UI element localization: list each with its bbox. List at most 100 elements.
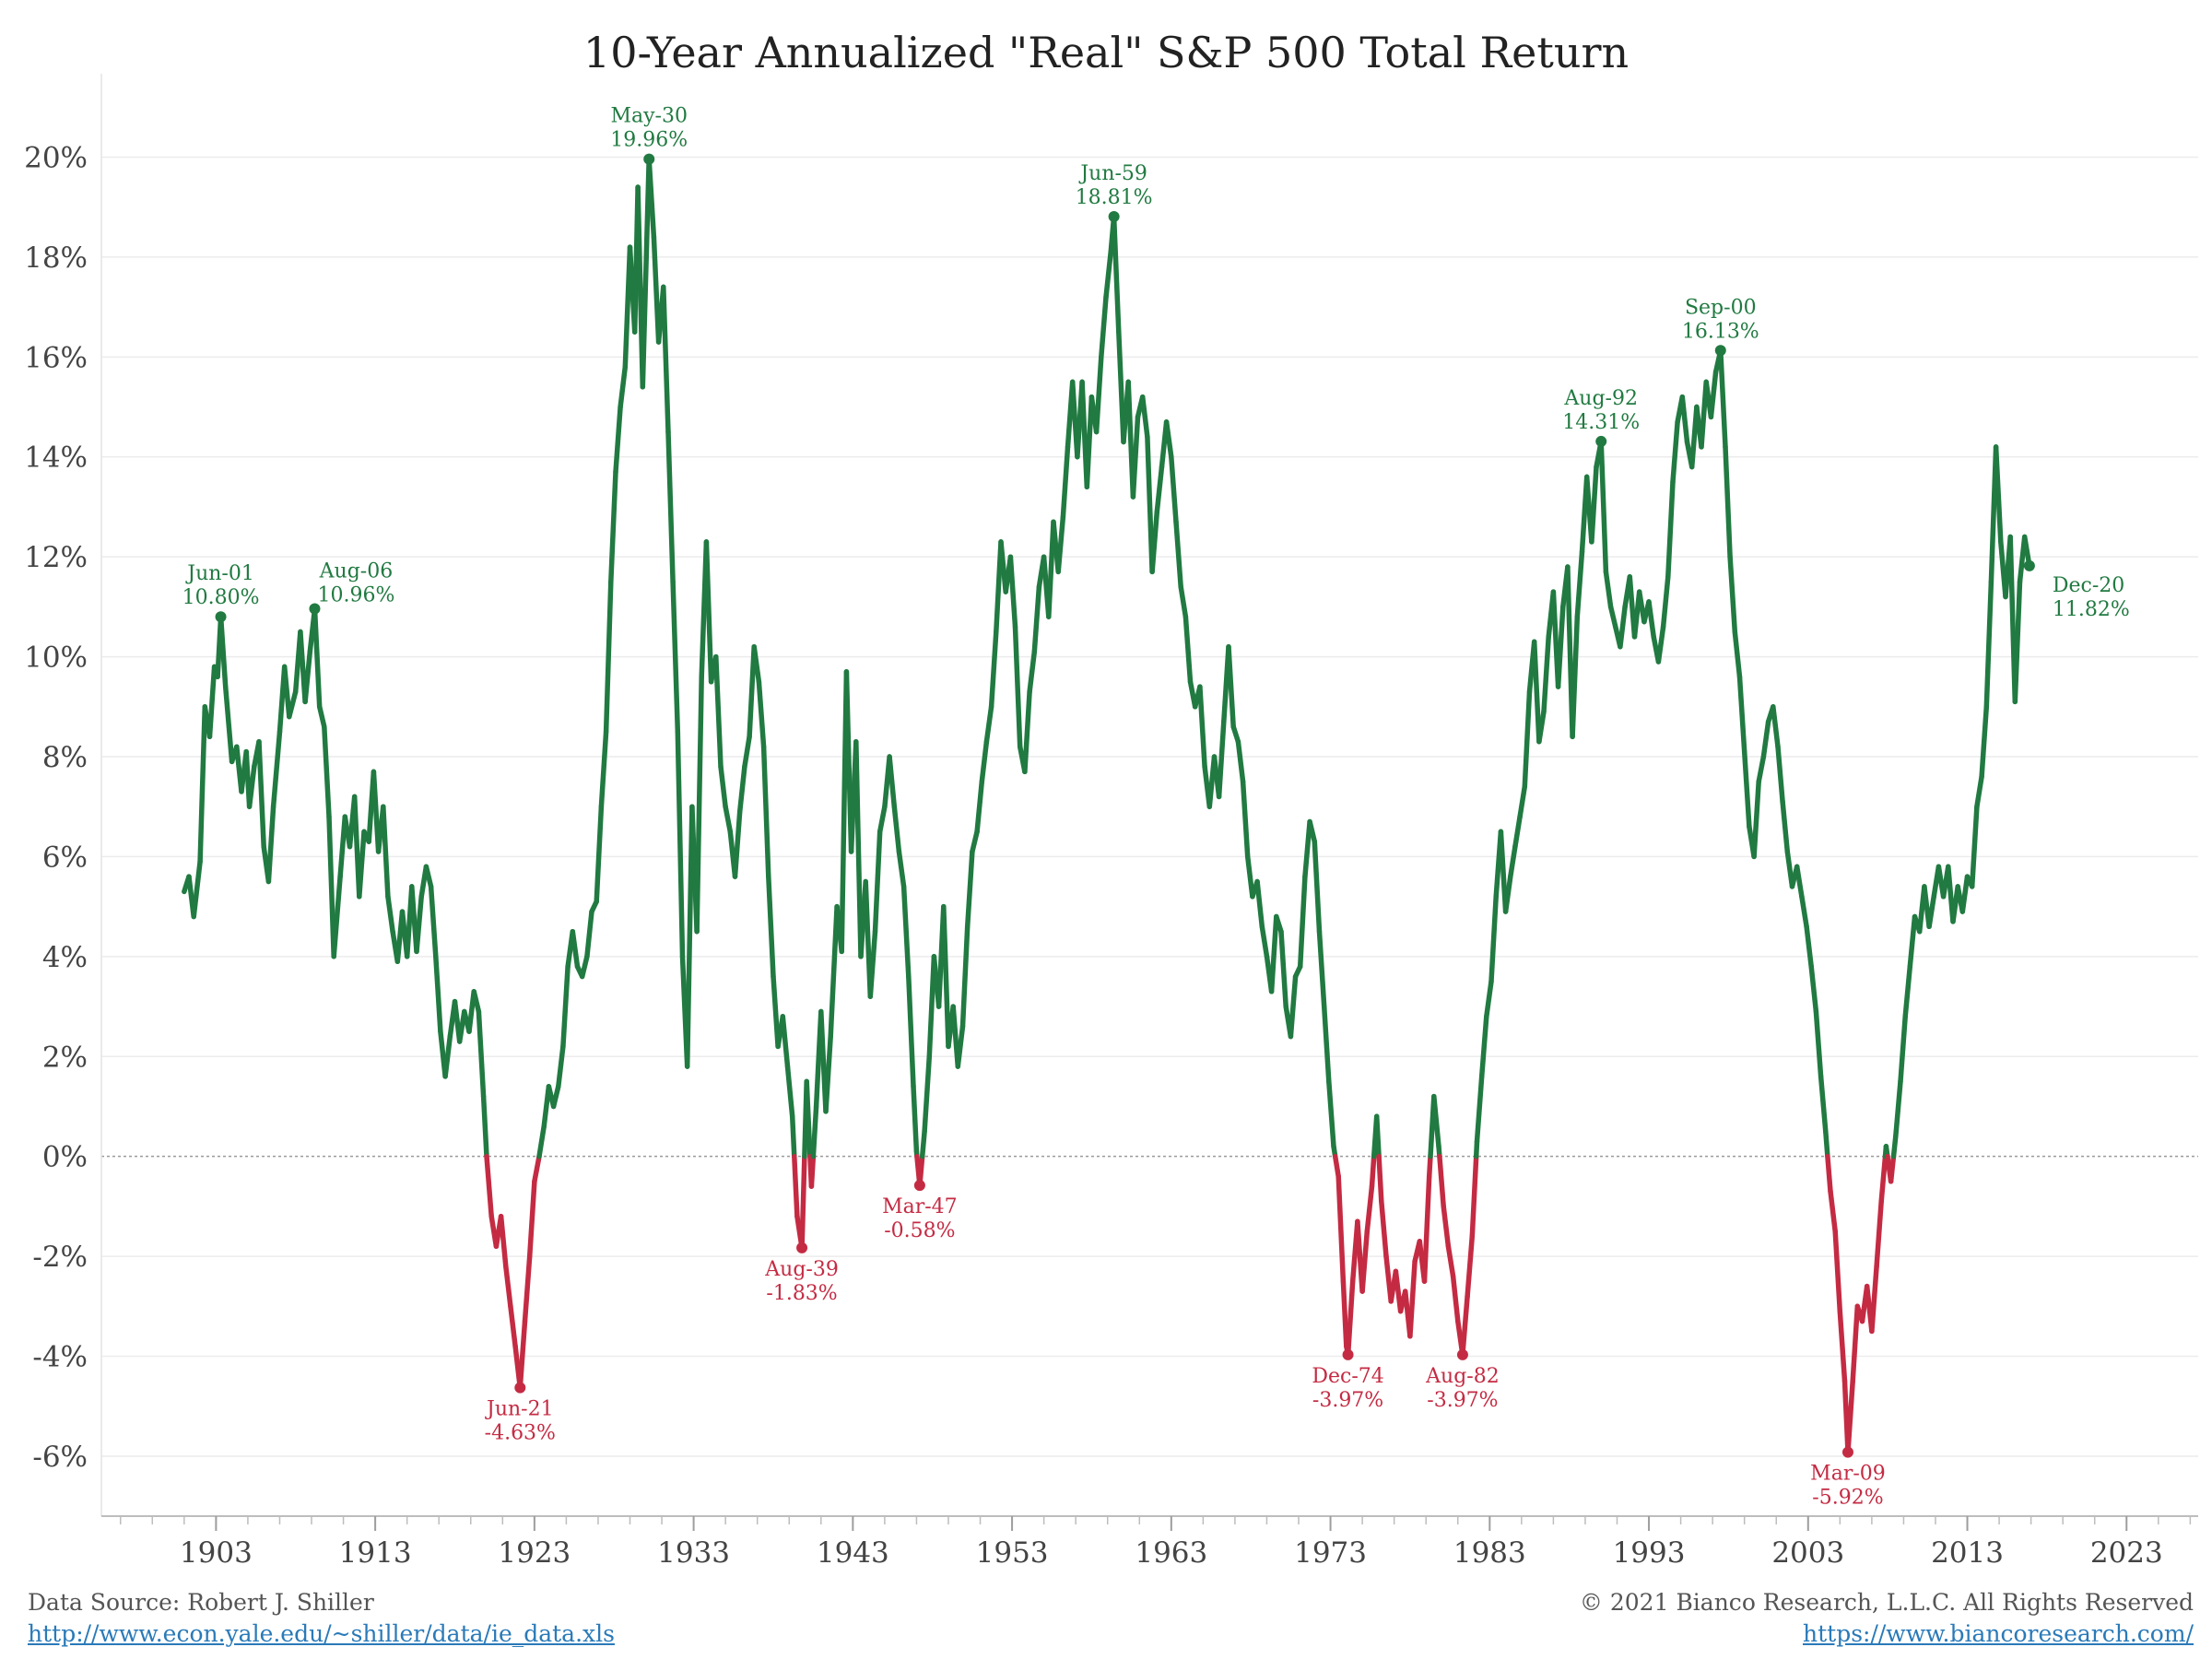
series-segment-positive xyxy=(1197,684,1207,770)
series-segment-positive xyxy=(316,704,327,730)
series-segment-positive xyxy=(442,1033,453,1079)
series-segment-negative xyxy=(1437,1153,1446,1209)
series-segment-positive xyxy=(906,973,916,1089)
y-tick-label: 20% xyxy=(24,141,88,174)
annotation-value: 19.96% xyxy=(610,129,688,152)
series-segment-positive xyxy=(480,1093,489,1159)
series-segment-positive xyxy=(608,469,618,585)
series-segment-positive xyxy=(872,829,883,935)
series-segment-positive xyxy=(1012,624,1023,749)
series-segment-positive xyxy=(1145,434,1155,575)
annotation-date: Aug-06 xyxy=(319,560,394,583)
series-segment-positive xyxy=(1508,843,1518,879)
series-segment-positive xyxy=(823,1033,833,1114)
annotation-date: Sep-00 xyxy=(1685,296,1757,319)
annotation-point xyxy=(1595,435,1607,447)
annotation-date: Jun-59 xyxy=(1078,162,1147,185)
series-segment-negative xyxy=(1407,1258,1418,1339)
series-segment-positive xyxy=(476,1008,487,1100)
series-segment-positive xyxy=(804,1078,813,1159)
series-segment-positive xyxy=(1312,839,1323,935)
annotation-value: -5.92% xyxy=(1812,1487,1883,1510)
series-segment-positive xyxy=(964,849,975,930)
series-segment-positive xyxy=(218,614,229,689)
series-segment-negative xyxy=(1340,1278,1349,1349)
series-segment-positive xyxy=(1570,614,1581,740)
series-segment-positive xyxy=(1103,249,1113,300)
series-segment-positive xyxy=(1732,629,1743,680)
annotation-date: Jun-21 xyxy=(485,1398,554,1421)
x-tick-label: 1923 xyxy=(498,1536,571,1570)
series-segment-negative xyxy=(1869,1264,1879,1335)
series-segment-positive xyxy=(1027,649,1038,695)
series-segment-positive xyxy=(742,734,752,770)
series-segment-positive xyxy=(1178,583,1189,619)
annotation-date: Aug-82 xyxy=(1425,1365,1500,1388)
x-tick-label: 2003 xyxy=(1771,1536,1844,1570)
series-segment-positive xyxy=(423,864,434,889)
series-segment-positive xyxy=(1760,719,1771,759)
series-lines xyxy=(182,156,2032,1455)
annotation-point xyxy=(796,1241,808,1253)
series-segment-positive xyxy=(598,729,609,809)
series-segment-positive xyxy=(1226,643,1236,730)
series-segment-positive xyxy=(922,1053,933,1135)
series-segment-negative xyxy=(508,1303,518,1349)
series-segment-positive xyxy=(414,894,424,955)
series-segment-negative xyxy=(1450,1274,1461,1324)
series-segment-positive xyxy=(896,849,907,889)
y-tick-label: 10% xyxy=(24,641,88,675)
series-segment-positive xyxy=(256,738,266,850)
data-source-link[interactable]: http://www.econ.yale.edu/~shiller/data/i… xyxy=(28,1620,615,1647)
gridlines xyxy=(101,156,2198,1457)
series-segment-positive xyxy=(1813,1008,1824,1079)
y-tick-label: 16% xyxy=(24,341,88,374)
x-tick-label: 1983 xyxy=(1453,1536,1526,1570)
series-segment-positive xyxy=(322,724,332,819)
series-segment-positive xyxy=(1574,548,1585,619)
series-segment-positive xyxy=(694,674,704,935)
series-segment-positive xyxy=(1240,779,1251,860)
series-segment-positive xyxy=(222,684,235,765)
series-segment-positive xyxy=(1163,419,1174,460)
series-segment-positive xyxy=(900,884,912,980)
axes xyxy=(100,74,2198,1531)
series-segment-positive xyxy=(810,1103,819,1159)
series-segment-positive xyxy=(1979,704,1990,780)
series-segment-positive xyxy=(556,1043,566,1089)
series-segment-positive xyxy=(1060,444,1071,520)
series-segment-positive xyxy=(646,156,657,240)
series-segment-positive xyxy=(1959,874,1971,914)
series-segment-negative xyxy=(1825,1153,1833,1194)
series-segment-positive xyxy=(1751,779,1761,860)
website-link[interactable]: https://www.biancoresearch.com/ xyxy=(1803,1620,2194,1647)
y-tick-label: 8% xyxy=(42,741,88,774)
annotation-point xyxy=(1714,345,1726,357)
series-segment-positive xyxy=(1775,744,1785,805)
x-tick-label: 1943 xyxy=(817,1536,889,1570)
series-segment-positive xyxy=(732,808,743,879)
series-segment-positive xyxy=(206,664,218,740)
series-segment-positive xyxy=(1541,634,1551,714)
series-segment-positive xyxy=(1598,439,1609,575)
series-segment-positive xyxy=(433,954,443,1034)
annotation-date: Aug-39 xyxy=(764,1258,839,1281)
series-segment-positive xyxy=(471,989,482,1015)
series-segment-positive xyxy=(1055,514,1066,575)
series-segment-positive xyxy=(312,606,323,710)
series-segment-positive xyxy=(1130,414,1141,500)
series-segment-positive xyxy=(302,649,313,705)
series-segment-positive xyxy=(1307,818,1318,844)
annotation-point xyxy=(215,611,227,623)
series-segment-positive xyxy=(911,1084,920,1155)
series-segment-positive xyxy=(1321,1004,1332,1085)
series-segment-positive xyxy=(191,859,203,920)
series-segment-positive xyxy=(760,744,771,879)
series-segment-negative xyxy=(503,1264,513,1310)
series-segment-positive xyxy=(747,643,757,740)
series-segment-positive xyxy=(1907,913,1918,970)
y-tick-label: -2% xyxy=(32,1241,88,1274)
series-segment-positive xyxy=(1230,724,1241,745)
x-tick-label: 2023 xyxy=(2090,1536,2163,1570)
series-segment-positive xyxy=(1031,583,1042,654)
